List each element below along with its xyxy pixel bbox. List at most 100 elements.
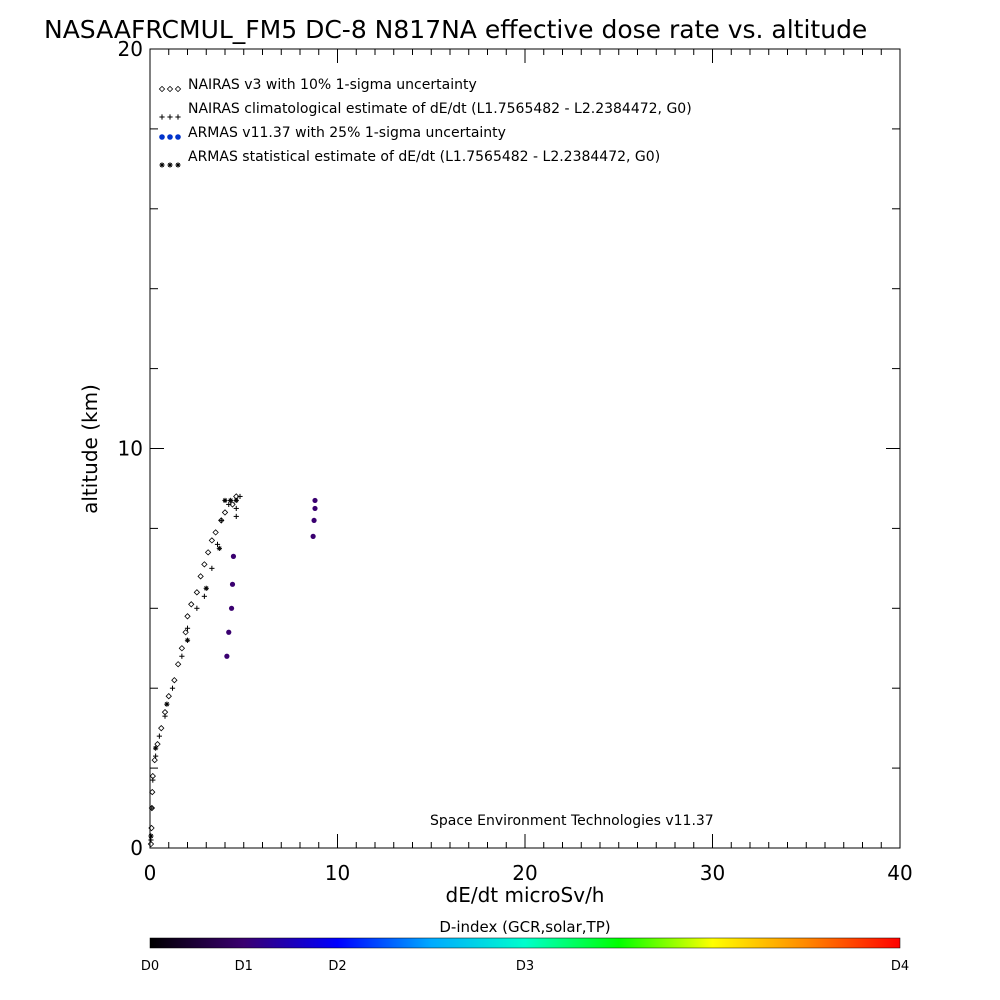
data-point xyxy=(209,565,215,571)
data-point xyxy=(171,677,178,684)
x-tick-label: 20 xyxy=(512,861,537,885)
data-point xyxy=(153,745,159,751)
data-point xyxy=(233,497,239,504)
colorbar xyxy=(149,937,901,949)
data-point xyxy=(184,613,191,620)
legend-label: ARMAS v11.37 with 25% 1-sigma uncertaint… xyxy=(188,125,506,141)
legend-entry: NAIRAS climatological estimate of dE/dt … xyxy=(159,101,692,120)
x-tick-label: 30 xyxy=(700,861,725,885)
x-tick-labels: 0 10 20 30 40 xyxy=(144,861,913,885)
plus-marker xyxy=(167,114,173,120)
data-point xyxy=(169,685,176,691)
diamond-marker xyxy=(166,85,174,93)
data-point xyxy=(312,497,318,504)
data-point xyxy=(233,513,239,520)
series-4 xyxy=(148,497,239,839)
data-point xyxy=(153,753,159,759)
plus-marker xyxy=(175,114,181,120)
data-point xyxy=(178,645,186,652)
plus-marker xyxy=(159,114,165,120)
data-point xyxy=(149,788,156,796)
asterisk-marker xyxy=(167,162,173,168)
data-point xyxy=(174,661,182,668)
data-point xyxy=(312,505,318,512)
data-point xyxy=(197,573,204,580)
data-point xyxy=(229,501,236,508)
data-point xyxy=(203,585,209,591)
data-point xyxy=(201,561,208,568)
data-point xyxy=(226,501,232,508)
data-point xyxy=(162,713,168,719)
data-point xyxy=(228,497,234,504)
y-tick-label: 10 xyxy=(118,437,143,461)
data-point xyxy=(224,653,230,659)
x-tick-label: 10 xyxy=(325,861,350,885)
series-layer xyxy=(147,493,318,848)
data-point xyxy=(147,840,155,848)
data-point xyxy=(184,637,191,643)
data-point xyxy=(188,601,195,608)
data-point xyxy=(212,529,219,536)
data-point xyxy=(158,724,165,732)
asterisk-marker xyxy=(159,162,165,168)
legend-entry: ARMAS statistical estimate of dE/dt (L1.… xyxy=(159,149,660,168)
data-point xyxy=(228,605,235,611)
data-point xyxy=(184,625,191,631)
diamond-marker xyxy=(158,85,166,93)
dot-marker xyxy=(167,134,173,140)
colorbar-label: D3 xyxy=(516,959,534,974)
data-point xyxy=(208,537,216,544)
data-point xyxy=(237,493,243,500)
data-point xyxy=(222,497,228,504)
x-tick-label: 40 xyxy=(887,861,912,885)
colorbar-label: D4 xyxy=(891,959,909,974)
dot-marker xyxy=(159,134,165,140)
data-point xyxy=(226,629,232,635)
data-point xyxy=(233,505,239,512)
y-axis-label: altitude (km) xyxy=(78,384,102,514)
asterisk-marker xyxy=(175,162,181,168)
colorbar-title: D-index (GCR,solar,TP) xyxy=(439,918,610,936)
data-point xyxy=(148,824,155,832)
series-3 xyxy=(224,497,318,659)
legend-entry: ARMAS v11.37 with 25% 1-sigma uncertaint… xyxy=(159,125,506,141)
x-axis-label: dE/dt microSv/h xyxy=(446,883,605,907)
legend-label: NAIRAS v3 with 10% 1-sigma uncertainty xyxy=(188,77,477,93)
data-point xyxy=(204,549,212,556)
axis-ticks xyxy=(149,48,901,849)
colorbar-label: D0 xyxy=(141,959,159,974)
series-2 xyxy=(148,493,243,843)
y-tick-labels: 0 10 20 xyxy=(118,37,143,860)
data-point xyxy=(179,653,185,659)
data-point xyxy=(214,541,221,547)
data-point xyxy=(150,777,156,783)
data-point xyxy=(194,605,200,611)
data-point xyxy=(310,533,316,539)
credit-text: Space Environment Technologies v11.37 xyxy=(430,813,714,829)
data-point xyxy=(229,581,236,587)
diamond-marker xyxy=(174,85,182,93)
x-tick-label: 0 xyxy=(144,861,157,885)
legend-label: ARMAS statistical estimate of dE/dt (L1.… xyxy=(188,149,660,165)
colorbar-label: D2 xyxy=(328,959,346,974)
dot-marker xyxy=(175,134,181,140)
y-tick-label: 0 xyxy=(130,836,143,860)
y-tick-label: 20 xyxy=(118,37,143,61)
data-point xyxy=(165,693,172,700)
data-point xyxy=(230,553,237,559)
chart-title: NASAAFRCMUL_FM5 DC-8 N817NA effective do… xyxy=(44,15,867,44)
series-1 xyxy=(147,493,240,848)
legend: NAIRAS v3 with 10% 1-sigma uncertainty NA… xyxy=(158,77,692,168)
data-point xyxy=(148,833,154,839)
legend-label: NAIRAS climatological estimate of dE/dt … xyxy=(188,101,692,117)
data-point xyxy=(156,733,162,739)
plot-frame xyxy=(149,48,901,849)
data-point xyxy=(182,629,189,636)
colorbar-labels: D0 D1 D2 D3 D4 xyxy=(141,959,909,974)
data-point xyxy=(221,509,229,516)
data-point xyxy=(164,701,170,707)
colorbar-label: D1 xyxy=(235,959,253,974)
data-point xyxy=(201,593,207,599)
data-point xyxy=(218,517,224,524)
